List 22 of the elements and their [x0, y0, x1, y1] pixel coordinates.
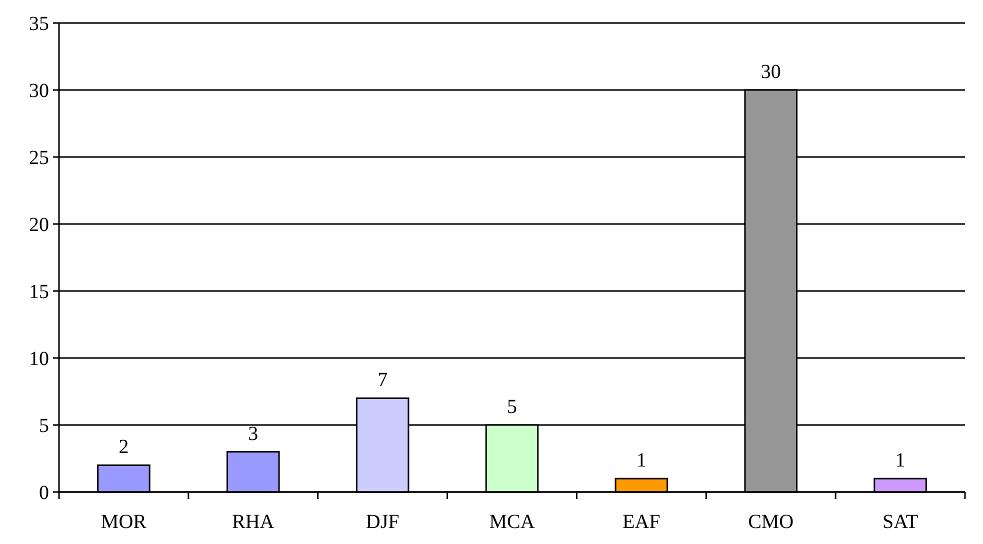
y-tick-label: 5	[39, 415, 49, 437]
y-tick-label: 15	[29, 281, 49, 303]
data-label: 3	[248, 422, 258, 445]
x-tick-label: CMO	[748, 511, 794, 533]
y-tick-label: 35	[29, 13, 49, 35]
x-tick-label: MOR	[100, 511, 148, 533]
data-label: 7	[378, 369, 388, 392]
data-label: 5	[507, 396, 517, 418]
y-tick-label: 30	[29, 80, 49, 102]
data-label: 30	[760, 61, 781, 83]
data-label: 1	[895, 450, 906, 472]
y-tick-label: 20	[29, 214, 49, 236]
y-tick-label: 10	[29, 348, 49, 370]
y-tick-label: 25	[29, 147, 49, 169]
data-label: 2	[118, 436, 129, 458]
x-tick-label: RHA	[232, 511, 275, 533]
x-tick-label: SAT	[882, 511, 918, 533]
y-tick-label: 0	[39, 482, 49, 504]
x-tick-label: DJF	[366, 511, 400, 533]
data-label: 1	[636, 450, 646, 472]
x-tick-label: EAF	[622, 511, 660, 533]
x-tick-label: MCA	[489, 511, 536, 533]
